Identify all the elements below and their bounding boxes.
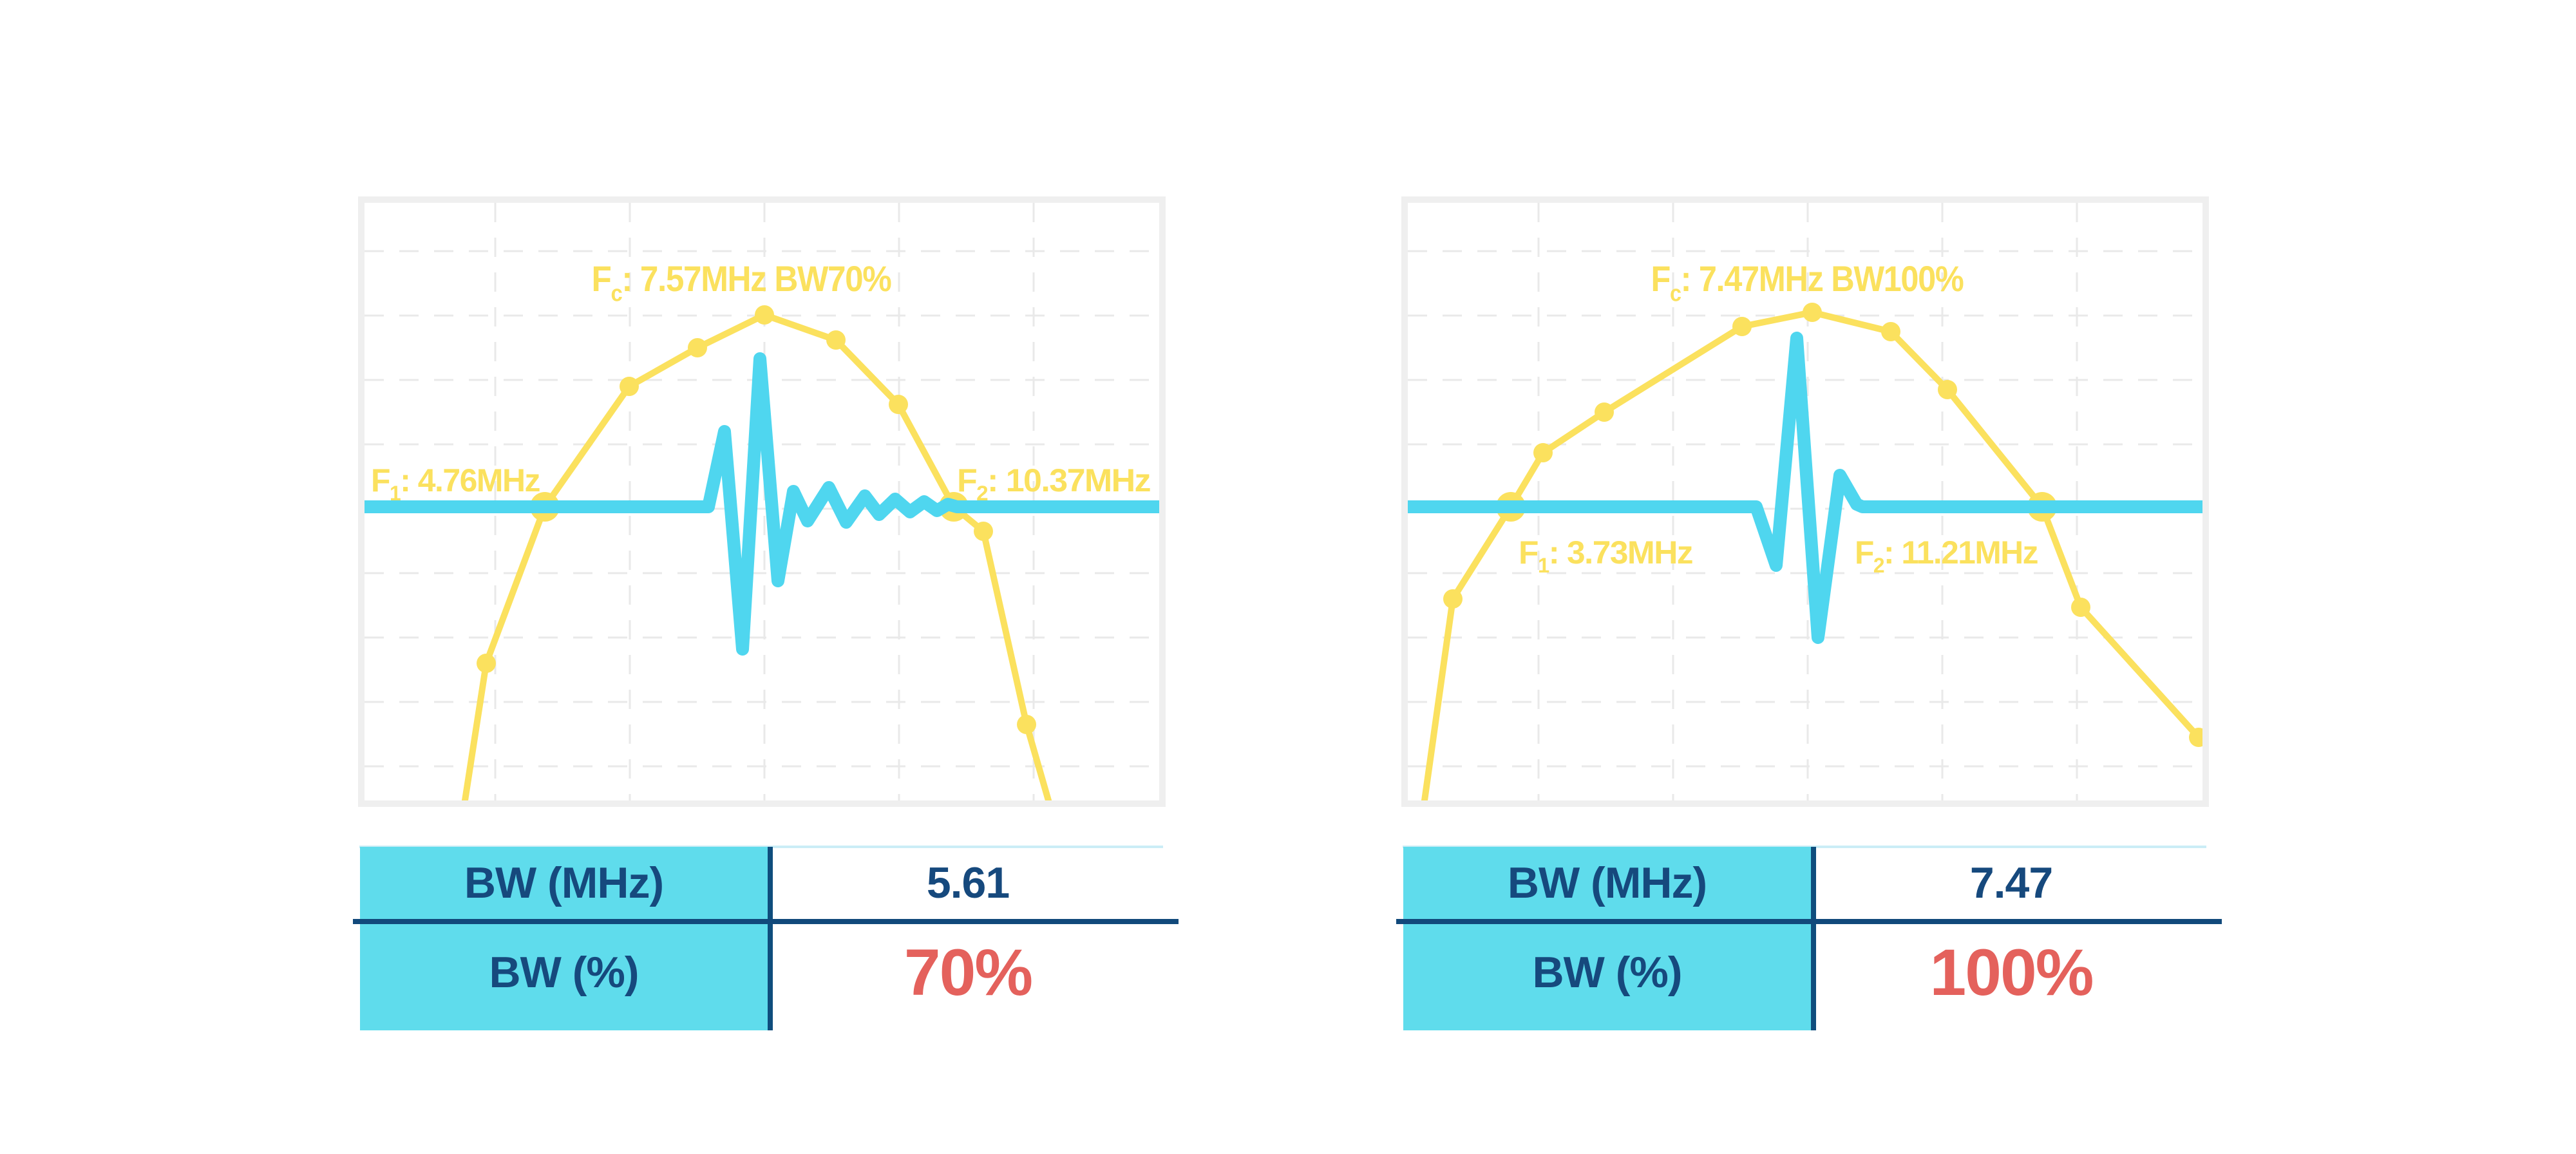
table-value-bw-pct: 100% — [1816, 924, 2206, 1021]
table-vertical-divider — [1811, 847, 1816, 1030]
data-point-marker — [1443, 589, 1463, 609]
f1-label: F1: 3.73MHz — [1519, 534, 1693, 577]
bandwidth-table-right: BW (MHz) 7.47 BW (%) 100% — [1396, 846, 2222, 1032]
table-label-bw-pct: BW (%) — [360, 924, 768, 1021]
data-point-marker — [1803, 303, 1822, 322]
chart-svg: Fc: 7.47MHz BW100%F1: 3.73MHz F2: 11.21MH… — [1408, 203, 2202, 800]
f2-label: F2: 10.37MHz — [957, 462, 1151, 505]
table-value-bw-pct: 70% — [773, 924, 1163, 1021]
label-segment: F — [1519, 534, 1538, 571]
label-segment: c — [611, 281, 621, 307]
f1-label: F1: 4.76MHz — [371, 462, 540, 505]
label-segment: : 7.57MHz BW70% — [621, 258, 891, 299]
table-label-text: BW (MHz) — [1507, 858, 1707, 907]
frequency-spectrum — [1421, 309, 2202, 800]
data-point-marker — [1017, 715, 1036, 734]
table-header-column — [360, 847, 768, 1030]
bandwidth-chart-100pct: Fc: 7.47MHz BW100% F1: 3.73MHz F2: 11.21MH… — [1401, 196, 2209, 807]
table-label-bw-mhz: BW (MHz) — [360, 847, 768, 919]
data-point-marker — [1533, 443, 1553, 462]
table-value-text: 5.61 — [926, 858, 1010, 907]
bandwidth-chart-70pct: Fc: 7.57MHz BW70% F1: 4.76MHz F2: 10.37MHz — [358, 196, 1166, 807]
pulse-echo-waveform — [365, 352, 1159, 656]
chart-svg: Fc: 7.57MHz BW70%F1: 4.76MHz F2: 10.37MHz — [365, 203, 1159, 800]
table-value-bw-mhz: 7.47 — [1816, 847, 2206, 919]
table-label-text: BW (%) — [1532, 948, 1683, 997]
label-segment: 2 — [1873, 554, 1884, 577]
table-row-divider — [1396, 919, 2222, 924]
data-point-marker — [1732, 317, 1752, 336]
label-segment: : 7.47MHz BW100% — [1681, 258, 1964, 299]
label-segment: c — [1670, 281, 1681, 307]
table-label-text: BW (%) — [489, 948, 639, 997]
data-point-marker — [974, 522, 993, 541]
table-label-bw-pct: BW (%) — [1403, 924, 1811, 1021]
data-point-marker — [2071, 598, 2090, 617]
label-segment: F — [1651, 258, 1671, 299]
label-segment: : 10.37MHz — [987, 462, 1150, 498]
frequency-spectrum — [462, 312, 1052, 800]
data-point-marker — [477, 654, 496, 673]
data-point-marker — [1938, 380, 1957, 399]
label-segment: : 4.76MHz — [400, 462, 540, 498]
data-point-marker — [688, 338, 707, 357]
label-segment: F — [1855, 534, 1873, 571]
label-segment: 1 — [390, 482, 401, 505]
data-point-marker — [755, 305, 774, 325]
table-value-text: 70% — [904, 935, 1033, 1009]
f2-label: F2: 11.21MHz — [1855, 534, 2038, 577]
label-segment: F — [371, 462, 390, 498]
pulse-echo-waveform — [1408, 332, 2202, 644]
table-header-column — [1403, 847, 1811, 1030]
table-label-bw-mhz: BW (MHz) — [1403, 847, 1811, 919]
fc-title: Fc: 7.47MHz BW100% — [1651, 258, 1964, 307]
data-point-marker — [1881, 322, 1900, 341]
fc-title: Fc: 7.57MHz BW70% — [592, 258, 892, 307]
label-segment: : 11.21MHz — [1884, 534, 2038, 571]
table-value-text: 100% — [1929, 935, 2094, 1009]
data-point-marker — [826, 330, 846, 350]
label-segment: : 3.73MHz — [1549, 534, 1693, 571]
label-segment: 2 — [976, 482, 988, 505]
bandwidth-table-left: BW (MHz) 5.61 BW (%) 70% — [353, 846, 1179, 1032]
label-segment: F — [957, 462, 976, 498]
grid — [365, 203, 1159, 800]
data-point-marker — [2189, 728, 2202, 747]
data-point-marker — [889, 395, 908, 414]
table-value-bw-mhz: 5.61 — [773, 847, 1163, 919]
table-value-text: 7.47 — [1969, 858, 2053, 907]
label-segment: F — [592, 258, 611, 299]
data-point-marker — [1595, 402, 1614, 422]
label-segment: 1 — [1538, 554, 1549, 577]
data-point-marker — [620, 377, 639, 396]
table-row-divider — [353, 919, 1179, 924]
table-vertical-divider — [768, 847, 773, 1030]
table-label-text: BW (MHz) — [464, 858, 664, 907]
